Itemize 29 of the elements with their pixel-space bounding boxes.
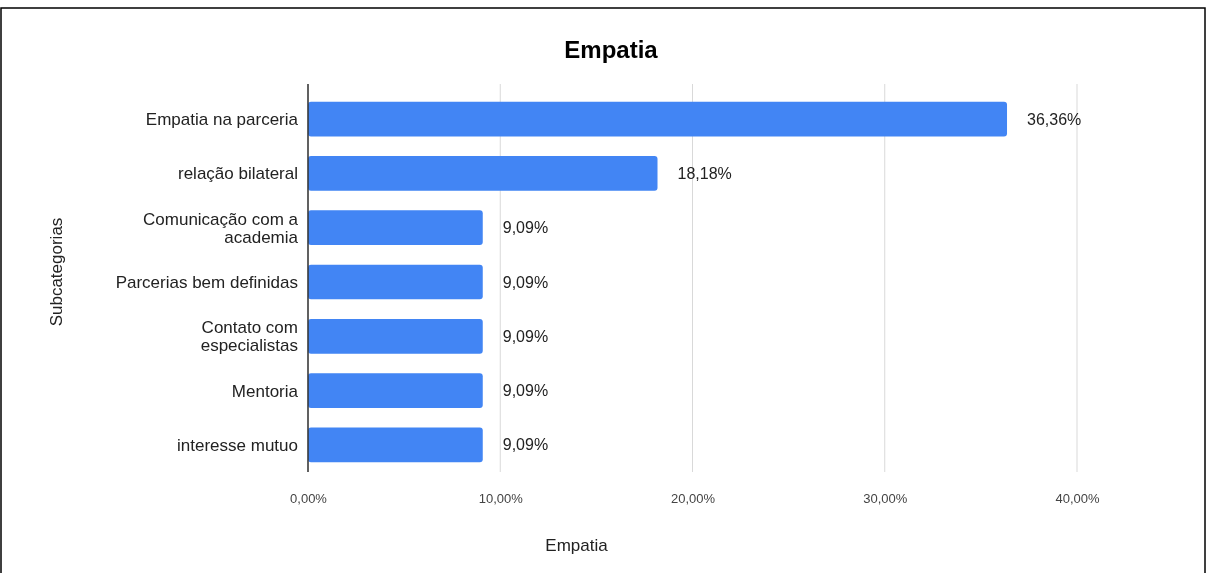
bar (308, 427, 483, 463)
data-label: 9,09% (502, 327, 549, 345)
bar (308, 156, 658, 191)
y-tick-label: interesse mutuo (177, 435, 298, 455)
x-tick-label: 30,00% (863, 491, 908, 507)
y-tick-label: Comunicação com a academia (143, 209, 299, 247)
y-tick-label: Contato com especialistas (200, 318, 298, 356)
y-tick-label: Parcerias bem definidas (115, 272, 298, 292)
data-label: 36,36% (1027, 110, 1082, 128)
bar (308, 210, 483, 246)
bar (308, 101, 1008, 137)
y-tick-label: relação bilateral (177, 164, 298, 184)
x-tick-label: 40,00% (1055, 491, 1100, 507)
data-label: 18,18% (677, 165, 732, 183)
x-tick-label: 10,00% (478, 491, 524, 507)
y-tick-label: Empatia na parceria (145, 110, 299, 130)
y-tick-label: Mentoria (231, 381, 299, 401)
chart-title: Empatia (564, 36, 659, 63)
y-axis-title: Subcategorias (47, 217, 66, 327)
data-label: 9,09% (502, 273, 549, 291)
x-axis-title: Empatia (545, 536, 609, 555)
bar (308, 264, 483, 300)
data-label: 9,09% (502, 219, 549, 237)
data-label: 9,09% (502, 382, 549, 400)
bar (308, 318, 483, 354)
bar (308, 373, 483, 408)
x-tick-label: 0,00% (290, 491, 328, 507)
data-label: 9,09% (502, 436, 549, 454)
x-tick-label: 20,00% (670, 491, 716, 507)
